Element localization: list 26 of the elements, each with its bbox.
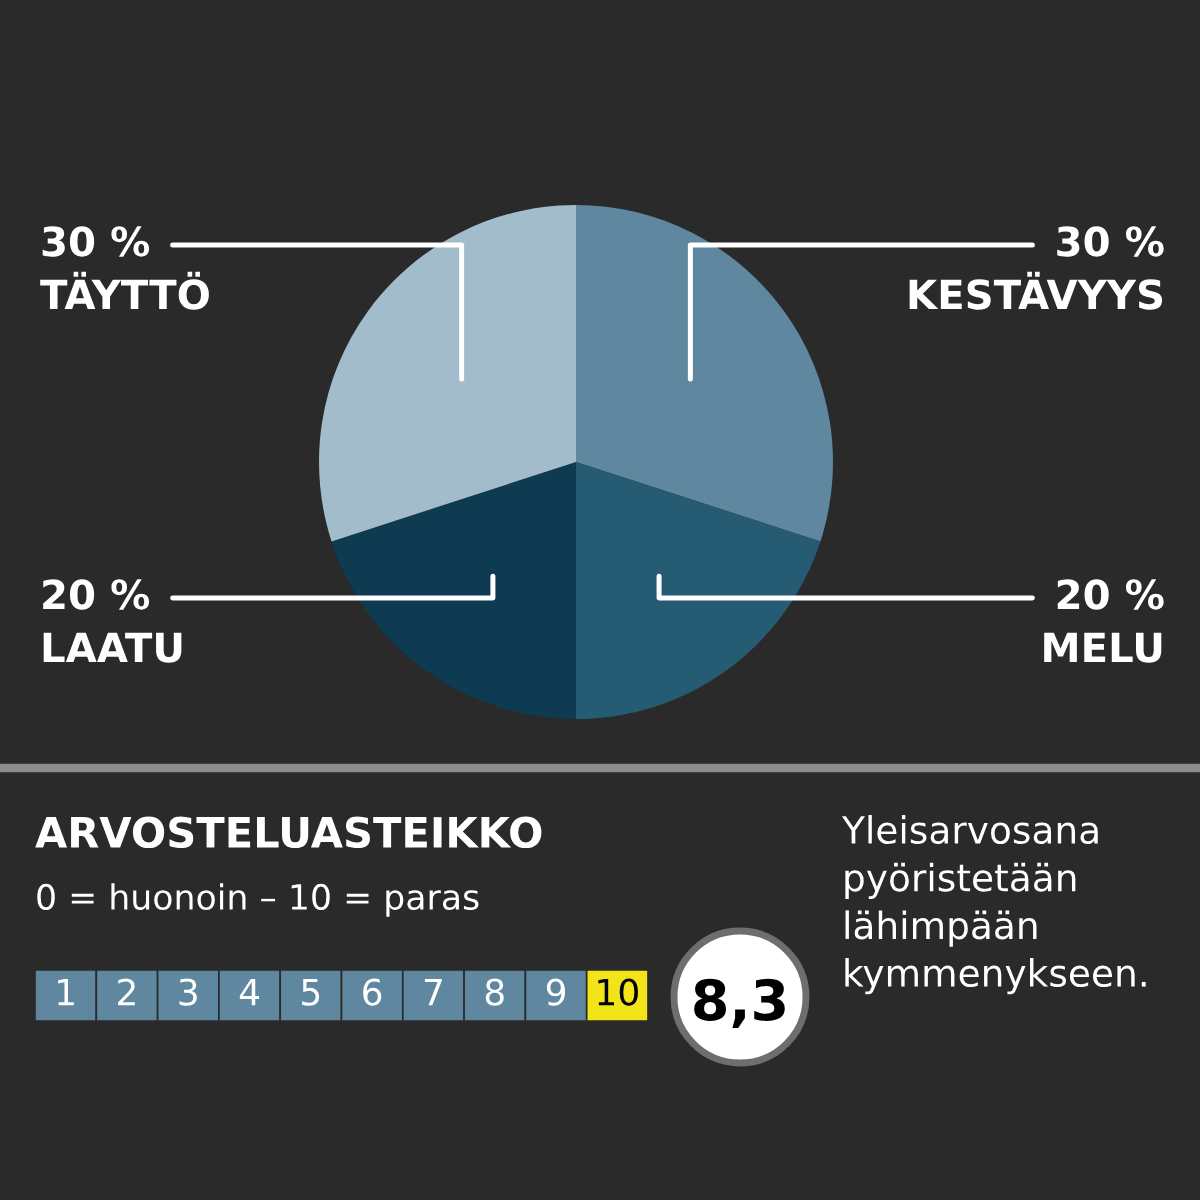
pie-slice bbox=[576, 462, 821, 719]
x-tick-label: 5 bbox=[302, 978, 320, 1006]
pie-slice bbox=[331, 462, 576, 719]
chart-title: ARVOSTELUASTEIKKO bbox=[35, 816, 542, 849]
x-tick-label: 1 bbox=[58, 978, 74, 1006]
slice-label: MELU bbox=[1044, 632, 1162, 663]
x-tick-label: 8 bbox=[485, 978, 504, 1006]
slice-label: LAATU bbox=[43, 632, 182, 663]
data-label: 20 % bbox=[1057, 579, 1164, 610]
slice-label: KESTÄVYYS bbox=[909, 271, 1163, 310]
pie-slice bbox=[576, 205, 833, 542]
text: 8,3 bbox=[694, 978, 785, 1028]
x-tick-label: 2 bbox=[118, 978, 135, 1006]
data-label: 30 % bbox=[42, 226, 150, 257]
text: Yleisarvosana pyöristetään lähimpään kymmenykseen. bbox=[841, 815, 1146, 995]
x-tick-label: 6 bbox=[363, 978, 382, 1006]
chart-subtitle: 0 = huonoin – 10 = paras bbox=[37, 883, 479, 917]
slice-label: TÄYTTÖ bbox=[40, 271, 209, 310]
x-tick-label: 9 bbox=[546, 978, 565, 1006]
x-tick-label: 10 bbox=[598, 978, 638, 1006]
x-tick-label: 3 bbox=[179, 978, 197, 1006]
x-tick-label: 7 bbox=[424, 978, 442, 1006]
data-label: 20 % bbox=[43, 579, 150, 610]
pie-slice bbox=[319, 205, 576, 542]
x-tick-label: 4 bbox=[239, 978, 260, 1006]
data-label: 30 % bbox=[1057, 226, 1164, 257]
